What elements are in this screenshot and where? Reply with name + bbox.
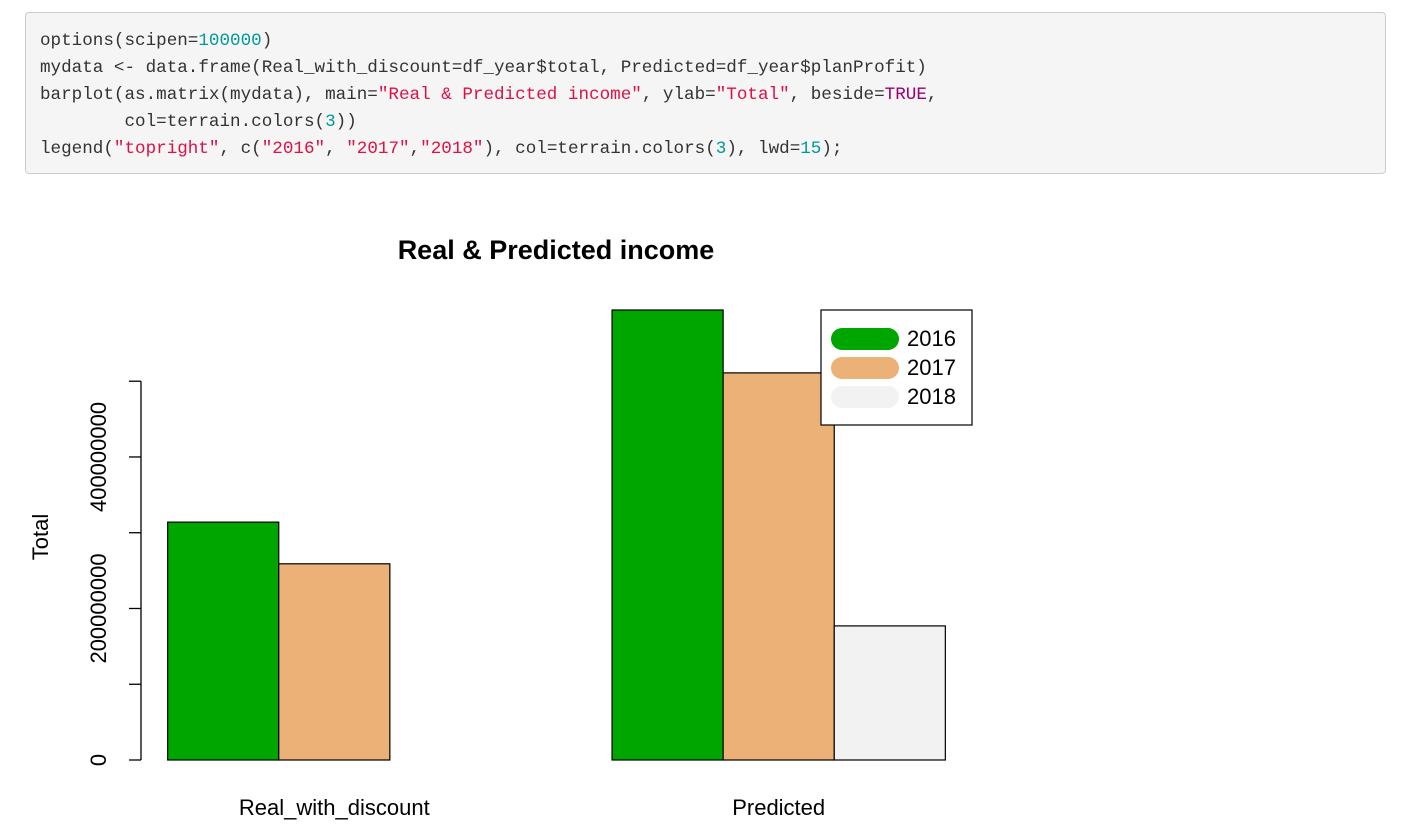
code-token: , ylab= (641, 85, 716, 105)
code-token: )) (335, 112, 357, 132)
code-token: 3 (325, 112, 336, 132)
code-token: , (926, 85, 938, 105)
code-block: options(scipen=100000) mydata <- data.fra… (25, 12, 1386, 174)
code-token: ); (821, 139, 843, 159)
code-token: 15 (800, 139, 822, 159)
bar (722, 372, 835, 761)
code-token: legend( (40, 139, 114, 159)
y-tick-label: 400000000 (86, 402, 111, 512)
code-token: ), col=terrain.colors( (483, 139, 716, 159)
code-token: 100000 (198, 31, 262, 51)
code-token: "topright" (113, 139, 220, 159)
chart-title: Real & Predicted income (398, 235, 715, 265)
y-tick-label: 0 (86, 754, 111, 766)
legend-label: 2018 (907, 384, 956, 409)
code-token: options(scipen= (40, 31, 199, 51)
code-token: "Total" (715, 85, 790, 105)
code-token: barplot(as.matrix(mydata), main= (40, 85, 378, 105)
code-token: mydata <- data.frame(Real_with_discount=… (40, 58, 927, 78)
legend-label: 2017 (907, 355, 956, 380)
code-token: , (409, 139, 421, 159)
code-token: , (325, 139, 347, 159)
bar (167, 521, 280, 761)
code-token: , beside= (789, 85, 885, 105)
code-line: col=terrain.colors(3)) (40, 109, 1385, 136)
code-token: , c( (219, 139, 262, 159)
x-tick-label: Predicted (732, 795, 825, 820)
code-line: mydata <- data.frame(Real_with_discount=… (40, 55, 1385, 82)
code-line: barplot(as.matrix(mydata), main="Real & … (40, 82, 1385, 109)
code-token: 3 (715, 139, 727, 159)
bar (278, 563, 391, 761)
code-token: ), lwd= (726, 139, 801, 159)
code-line: legend("topright", c("2016", "2017","201… (40, 136, 1385, 163)
code-token: "Real & Predicted income" (377, 85, 642, 105)
code-token: "2017" (346, 139, 410, 159)
code-token: col=terrain.colors( (40, 112, 326, 132)
code-token: "2016" (261, 139, 326, 159)
bar (833, 625, 946, 761)
code-line: options(scipen=100000) (40, 28, 1385, 55)
legend-label: 2016 (907, 326, 956, 351)
y-axis-label: Total (28, 514, 53, 560)
bar (611, 309, 724, 761)
code-token: "2018" (420, 139, 484, 159)
code-token: TRUE (884, 85, 927, 105)
y-tick-label: 200000000 (86, 553, 111, 663)
code-token: ) (261, 31, 273, 51)
x-tick-label: Real_with_discount (239, 795, 430, 820)
